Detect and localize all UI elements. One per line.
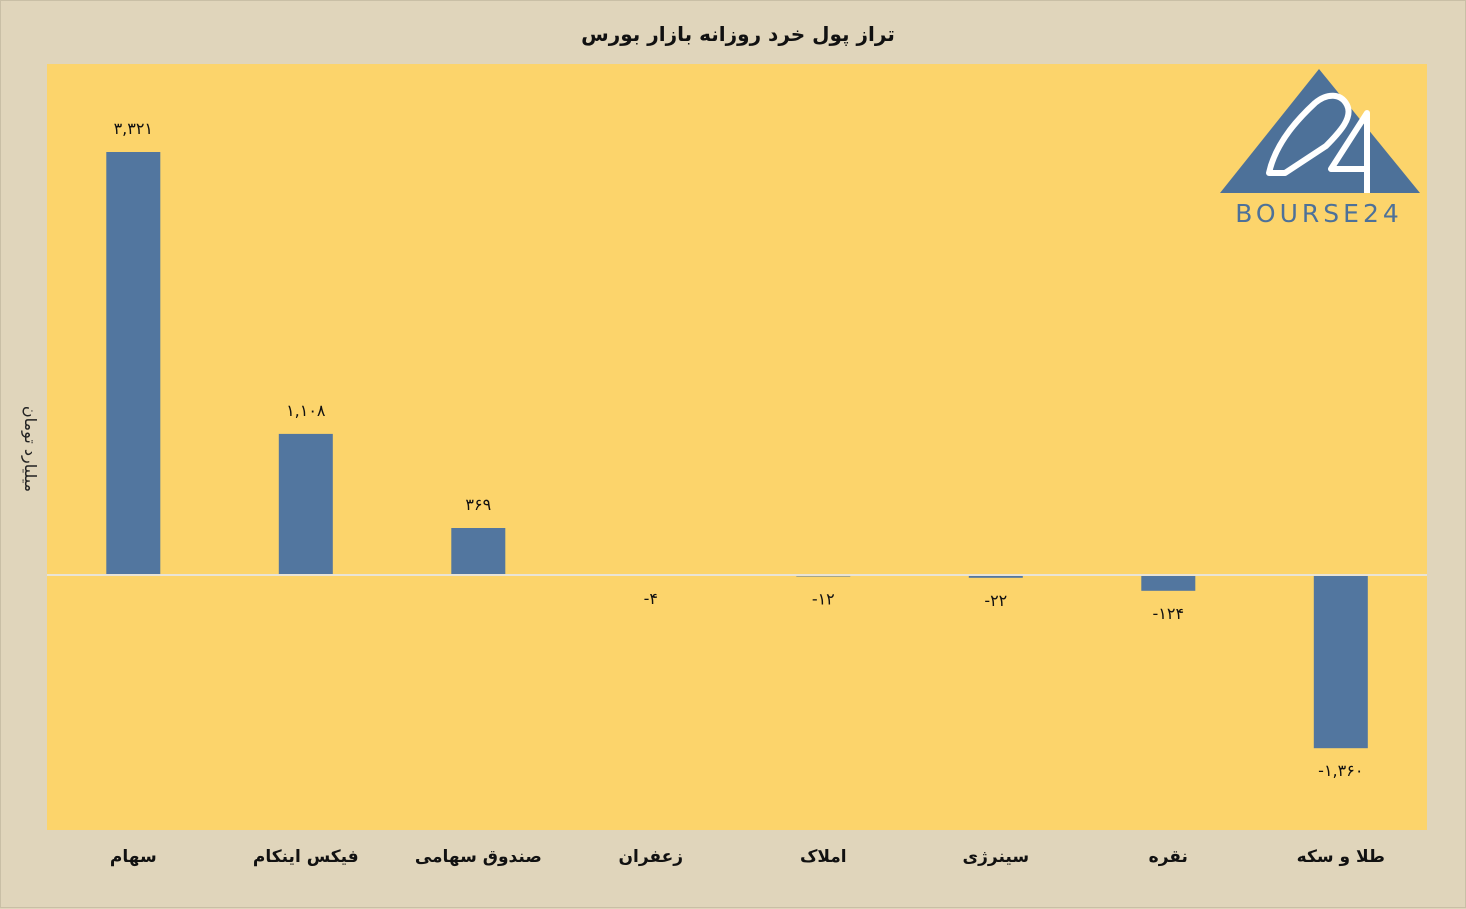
data-label-6: -۲۲	[984, 591, 1007, 610]
logo-digit-four	[1328, 110, 1370, 193]
bar-6	[968, 575, 1023, 578]
category-label-4: زعفران	[619, 847, 684, 867]
category-label-5: املاک	[800, 847, 847, 867]
data-label-1: ۳,۳۲۱	[114, 119, 153, 138]
data-label-2: ۱,۱۰۸	[286, 401, 326, 420]
bar-8	[1313, 575, 1368, 749]
logo-digit-two	[1266, 92, 1352, 176]
data-label-5: -۱۲	[812, 590, 835, 609]
bars-layer	[106, 152, 1368, 749]
data-labels-layer: ۳,۳۲۱ ۱,۱۰۸ ۳۶۹ -۴ -۱۲ -۲۲ -۱۲۴ -۱,۳۶۰	[114, 119, 1364, 780]
data-label-4: -۴	[644, 589, 658, 608]
data-label-3: ۳۶۹	[465, 495, 491, 514]
data-label-7: -۱۲۴	[1153, 604, 1185, 623]
category-label-2: فیکس اینکام	[253, 847, 359, 867]
category-label-6: سینرژی	[963, 847, 1030, 867]
chart-title: تراز پول خرد روزانه بازار بورس	[581, 22, 895, 47]
category-label-8: طلا و سکه	[1297, 847, 1385, 867]
bar-3	[451, 528, 506, 575]
category-label-7: نقره	[1149, 847, 1188, 867]
category-label-1: سهام	[110, 847, 157, 867]
category-labels-layer: سهام فیکس اینکام صندوق سهامی زعفران املاک سین…	[110, 847, 1385, 867]
bar-1	[106, 152, 161, 575]
category-label-3: صندوق سهامی	[415, 847, 542, 867]
bourse24-logo: BOURSE24	[1220, 69, 1420, 228]
logo-wordmark: BOURSE24	[1235, 199, 1403, 228]
bar-7	[1141, 575, 1196, 591]
bar-2	[278, 433, 333, 575]
data-label-8: -۱,۳۶۰	[1318, 761, 1363, 780]
y-axis-label: میلیارد تومان	[20, 406, 40, 492]
plot-area	[47, 64, 1427, 830]
